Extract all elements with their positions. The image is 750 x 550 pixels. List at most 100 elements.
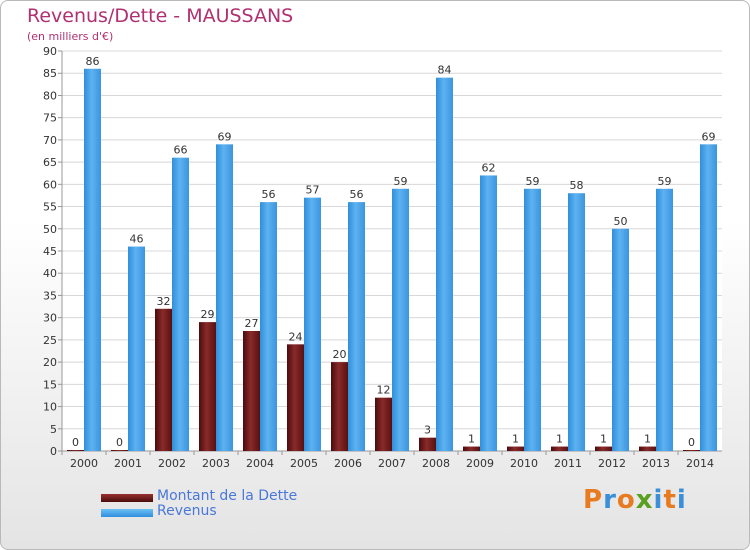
data-label-revenus-2003: 69 [218, 130, 232, 143]
data-label-revenus-2012: 50 [614, 215, 628, 228]
data-label-dette-2006: 20 [333, 348, 347, 361]
x-tick-label: 2004 [246, 457, 274, 470]
bar-dette-2001 [111, 450, 128, 451]
y-tick-label: 40 [43, 267, 57, 280]
data-label-dette-2011: 1 [556, 433, 563, 446]
x-tick-label: 2010 [510, 457, 538, 470]
bar-dette-2007 [375, 397, 392, 451]
bar-revenus-2006 [348, 202, 365, 451]
data-label-dette-2003: 29 [201, 308, 215, 321]
y-tick-label: 50 [43, 223, 57, 236]
bar-dette-2008 [419, 437, 436, 451]
x-tick-label: 2005 [290, 457, 318, 470]
bar-dette-2011 [551, 446, 568, 451]
bar-dette-2014 [683, 450, 700, 451]
data-label-revenus-2014: 69 [702, 130, 716, 143]
y-tick-label: 20 [43, 356, 57, 369]
y-tick-label: 30 [43, 312, 57, 325]
data-label-dette-2000: 0 [72, 436, 79, 449]
bar-revenus-2010 [524, 188, 541, 451]
y-tick-label: 60 [43, 178, 57, 191]
data-label-revenus-2007: 59 [394, 175, 408, 188]
data-label-revenus-2000: 86 [86, 55, 100, 68]
x-tick-label: 2011 [554, 457, 582, 470]
bar-revenus-2012 [612, 228, 629, 451]
data-label-revenus-2004: 56 [262, 188, 276, 201]
data-label-dette-2014: 0 [688, 436, 695, 449]
logo-letter: P [583, 485, 604, 515]
data-label-dette-2010: 1 [512, 433, 519, 446]
data-label-revenus-2010: 59 [526, 175, 540, 188]
x-tick-label: 2003 [202, 457, 230, 470]
logo-letter: x [635, 485, 654, 515]
x-tick-label: 2008 [422, 457, 450, 470]
data-label-revenus-2013: 59 [658, 175, 672, 188]
bar-dette-2010 [507, 446, 524, 451]
x-tick-label: 2012 [598, 457, 626, 470]
bar-revenus-2013 [656, 188, 673, 451]
y-tick-label: 10 [43, 401, 57, 414]
legend-label-dette: Montant de la Dette [157, 488, 298, 504]
data-label-revenus-2006: 56 [350, 188, 364, 201]
data-label-revenus-2005: 57 [306, 184, 320, 197]
proxiti-logo: Proxiti [583, 485, 687, 515]
x-tick-label: 2002 [158, 457, 186, 470]
data-label-dette-2005: 24 [289, 330, 303, 343]
logo-letter: o [616, 485, 636, 515]
x-tick-label: 2006 [334, 457, 362, 470]
bar-dette-2003 [199, 322, 216, 451]
bar-revenus-2009 [480, 175, 497, 451]
data-label-revenus-2001: 46 [130, 233, 144, 246]
x-tick-label: 2013 [642, 457, 670, 470]
logo-letter: i [676, 485, 687, 515]
bar-revenus-2008 [436, 77, 453, 452]
logo-letter: t [663, 485, 677, 515]
data-label-dette-2007: 12 [377, 384, 391, 397]
bar-revenus-2005 [304, 197, 321, 451]
data-label-revenus-2011: 58 [570, 179, 584, 192]
chart-title: Revenus/Dette - MAUSSANS [27, 5, 294, 27]
data-label-dette-2012: 1 [600, 433, 607, 446]
y-tick-label: 55 [43, 201, 57, 214]
data-label-revenus-2009: 62 [482, 161, 496, 174]
x-tick-label: 2009 [466, 457, 494, 470]
legend-swatch-dette [101, 494, 153, 502]
logo-letter: r [603, 485, 617, 515]
bar-revenus-2002 [172, 157, 189, 451]
logo-letter: i [653, 485, 664, 515]
y-tick-label: 70 [43, 134, 57, 147]
bar-dette-2012 [595, 446, 612, 451]
x-tick-label: 2000 [70, 457, 98, 470]
data-label-dette-2013: 1 [644, 433, 651, 446]
bar-dette-2013 [639, 446, 656, 451]
bar-dette-2009 [463, 446, 480, 451]
y-tick-label: 90 [43, 45, 57, 58]
y-tick-label: 65 [43, 156, 57, 169]
bar-revenus-2001 [128, 246, 145, 451]
y-tick-label: 85 [43, 67, 57, 80]
y-tick-label: 5 [50, 423, 57, 436]
bar-revenus-2000 [84, 68, 101, 452]
data-label-dette-2004: 27 [245, 317, 259, 330]
legend-label-revenus: Revenus [157, 503, 217, 519]
bar-revenus-2004 [260, 202, 277, 451]
data-label-dette-2009: 1 [468, 433, 475, 446]
data-label-dette-2008: 3 [424, 424, 431, 437]
bar-revenus-2007 [392, 188, 409, 451]
y-tick-label: 25 [43, 334, 57, 347]
x-tick-label: 2001 [114, 457, 142, 470]
x-tick-label: 2014 [686, 457, 714, 470]
chart-subtitle: (en milliers d'€) [27, 30, 114, 43]
bar-revenus-2003 [216, 144, 233, 452]
y-tick-label: 35 [43, 289, 57, 302]
y-tick-label: 75 [43, 112, 57, 125]
y-tick-label: 15 [43, 378, 57, 391]
bar-dette-2000 [67, 450, 84, 451]
y-tick-label: 0 [50, 445, 57, 458]
bar-revenus-2011 [568, 193, 585, 451]
legend-swatch-revenus [101, 509, 153, 517]
x-tick-label: 2007 [378, 457, 406, 470]
data-label-dette-2001: 0 [116, 436, 123, 449]
